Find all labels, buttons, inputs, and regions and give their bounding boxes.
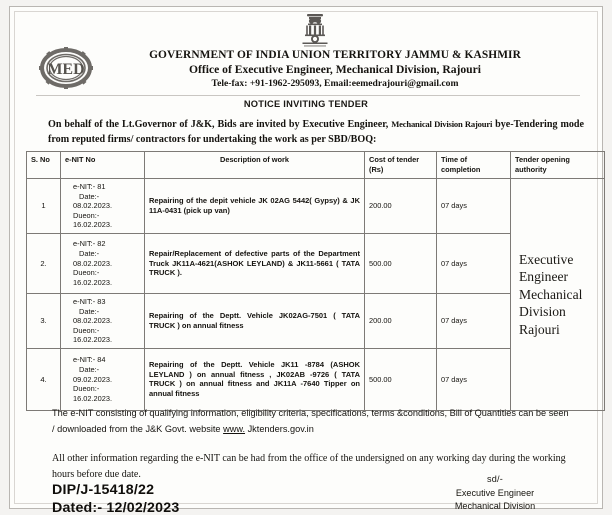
nit-date: 08.02.2023. [73, 201, 113, 211]
cell-cost: 500.00 [364, 232, 437, 294]
intro-text-a: On behalf of the Lt.Governor of J&K, Bid… [48, 119, 392, 130]
enit-details-text: The e-NIT consisting of qualifying infor… [52, 408, 569, 434]
signatory-division: Mechanical Division [454, 501, 536, 511]
notice-sheet: MED GOVERNMENT OF INDIA UNION TERRITORY … [9, 6, 605, 515]
cell-time: 07 days [436, 178, 511, 234]
dip-date: Dated:- 12/02/2023 [52, 500, 180, 515]
nit-date: 08.02.2023. [73, 316, 113, 326]
cell-tender-opening-authority: Executive Engineer Mechanical Division R… [510, 178, 605, 411]
dip-block: DIP/J-15418/22 Dated:- 12/02/2023 [52, 481, 179, 515]
col-header-nit: e-NIT No [60, 151, 145, 179]
signatory-designation: Executive Engineer [455, 487, 535, 498]
govt-title-line: GOVERNMENT OF INDIA UNION TERRITORY JAMM… [149, 49, 521, 61]
nit-date-label: Date:- [79, 249, 100, 259]
nit-due-date: 16.02.2023. [73, 220, 113, 230]
other-information-paragraph: All other information regarding the e-NI… [52, 453, 566, 480]
cell-cost: 200.00 [364, 292, 437, 349]
contact-line: Tele-fax: +91-1962-295093, Email:eemedra… [211, 78, 459, 89]
table-row: 2. e-NIT:- 82 Date:- 08.02.2023. Dueon:-… [26, 232, 605, 294]
cell-time: 07 days [436, 347, 511, 411]
nit-due-date: 16.02.2023. [73, 335, 113, 345]
intro-division-text: Mechanical Division Rajouri [391, 119, 493, 129]
nit-number: e-NIT:- 83 [73, 296, 106, 306]
nit-date-label: Date:- [79, 365, 100, 375]
nit-due-label: Dueon:- [73, 210, 100, 220]
cell-sno: 4. [26, 347, 61, 411]
col-header-sno: S. No [26, 151, 61, 179]
nit-due-label: Dueon:- [73, 268, 100, 278]
website-domain: Jktenders.gov.in [245, 424, 314, 434]
cell-sno: 3. [26, 292, 61, 349]
cell-description: Repairing of the depit vehicle JK 02AG 5… [144, 178, 365, 234]
nit-number: e-NIT:- 82 [73, 239, 106, 249]
table-row: 4. e-NIT:- 84 Date:- 09.02.2023. Dueon:-… [26, 347, 605, 411]
col-header-cost: Cost of tender (Rs) [364, 151, 437, 179]
cell-nit: e-NIT:- 82 Date:- 08.02.2023. Dueon:- 16… [60, 232, 145, 294]
cell-nit: e-NIT:- 84 Date:- 09.02.2023. Dueon:- 16… [60, 347, 145, 411]
nit-due-date: 16.02.2023. [73, 393, 113, 403]
intro-paragraph: On behalf of the Lt.Governor of J&K, Bid… [48, 117, 584, 147]
nit-date-label: Date:- [79, 306, 100, 316]
cell-description: Repair/Replacement of defective parts of… [144, 232, 365, 294]
ashoka-emblem-icon [294, 12, 336, 50]
cell-sno: 1 [26, 178, 61, 234]
nit-due-label: Dueon:- [73, 384, 100, 394]
col-header-time: Time of completion [436, 151, 511, 179]
cell-cost: 500.00 [364, 347, 437, 411]
header-divider [36, 95, 580, 96]
cell-cost: 200.00 [364, 178, 437, 234]
notice-title: NOTICE INVITING TENDER [243, 99, 369, 109]
cell-description: Repairing of the Deptt. Vehicle JK02AG-7… [144, 292, 365, 349]
cell-nit: e-NIT:- 81 Date:- 08.02.2023. Dueon:- 16… [60, 178, 145, 234]
signature-sd: sd/- [487, 474, 503, 484]
signature-block: sd/- Executive Engineer Mechanical Divis… [402, 473, 588, 515]
cell-time: 07 days [436, 232, 511, 294]
nit-date: 08.02.2023. [73, 258, 113, 268]
col-header-description: Description of work [144, 151, 365, 179]
med-gear-logo-icon: MED [38, 46, 94, 90]
authority-text: Executive Engineer Mechanical Division R… [519, 251, 583, 337]
office-title-line: Office of Executive Engineer, Mechanical… [189, 63, 481, 76]
intro-text-b: bye-Tendering mode from reputed firms/ c… [48, 119, 585, 145]
cell-description: Repairing of the Deptt. Vehicle JK11 -87… [144, 347, 365, 411]
cell-time: 07 days [436, 292, 511, 349]
table-header-row: S. No e-NIT No Description of work Cost … [26, 151, 605, 179]
tender-table: S. No e-NIT No Description of work Cost … [26, 151, 605, 411]
enit-details-paragraph: The e-NIT consisting of qualifying infor… [52, 405, 572, 437]
nit-date-label: Date:- [79, 191, 100, 201]
cell-sno: 2. [26, 232, 61, 294]
website-link[interactable]: www. [223, 424, 246, 434]
cell-nit: e-NIT:- 83 Date:- 08.02.2023. Dueon:- 16… [60, 292, 145, 349]
letterhead: GOVERNMENT OF INDIA UNION TERRITORY JAMM… [100, 48, 570, 91]
nit-due-label: Dueon:- [73, 325, 100, 335]
nit-number: e-NIT:- 84 [73, 355, 106, 365]
nit-date: 09.02.2023. [73, 374, 113, 384]
dip-number: DIP/J-15418/22 [52, 482, 155, 498]
table-row: 1 e-NIT:- 81 Date:- 08.02.2023. Dueon:- … [26, 178, 605, 411]
table-row: 3. e-NIT:- 83 Date:- 08.02.2023. Dueon:-… [26, 292, 605, 349]
svg-text:MED: MED [47, 61, 84, 78]
nit-number: e-NIT:- 81 [73, 182, 106, 191]
col-header-authority: Tender opening authority [510, 151, 605, 179]
nit-due-date: 16.02.2023. [73, 277, 113, 287]
